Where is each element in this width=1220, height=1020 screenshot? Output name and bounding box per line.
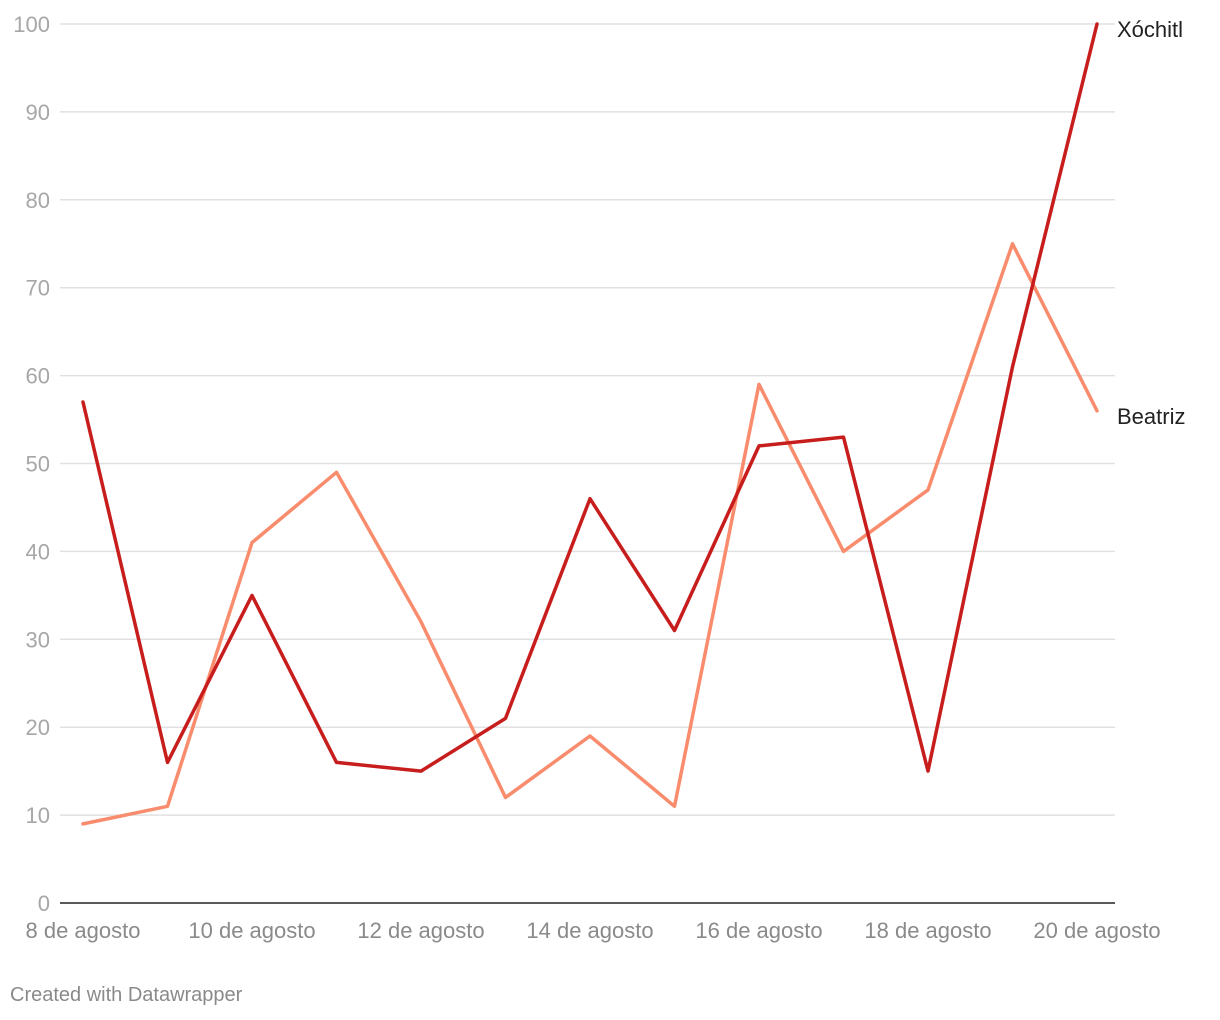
x-tick-label-6: 20 de agosto [1033, 918, 1160, 943]
series-layer [81, 22, 1099, 826]
y-tick-label-10: 10 [26, 803, 50, 828]
y-tick-label-80: 80 [26, 188, 50, 213]
x-tick-label-3: 14 de agosto [526, 918, 653, 943]
grid-layer [60, 23, 1115, 904]
datawrapper-credit: Created with Datawrapper [10, 984, 243, 1006]
y-tick-label-40: 40 [26, 539, 50, 564]
x-tick-label-1: 10 de agosto [188, 918, 315, 943]
y-tick-label-30: 30 [26, 627, 50, 652]
series-line-0 [81, 22, 1099, 773]
y-tick-label-60: 60 [26, 364, 50, 389]
series-label-1: Beatriz [1117, 404, 1185, 429]
x-tick-label-0: 8 de agosto [26, 918, 141, 943]
series-label-0: Xóchitl [1117, 17, 1183, 42]
x-tick-label-5: 18 de agosto [864, 918, 991, 943]
y-tick-label-20: 20 [26, 715, 50, 740]
series-line-1 [81, 242, 1099, 826]
label-layer: 0 10 20 30 40 50 60 70 80 90 100 8 de agosto 10 de a… [13, 12, 1185, 943]
x-tick-label-2: 12 de agosto [357, 918, 484, 943]
y-tick-label-70: 70 [26, 276, 50, 301]
x-tick-label-4: 16 de agosto [695, 918, 822, 943]
y-tick-label-90: 90 [26, 100, 50, 125]
y-tick-label-50: 50 [26, 452, 50, 477]
y-tick-label-100: 100 [13, 12, 50, 37]
y-tick-label-0: 0 [38, 891, 50, 916]
